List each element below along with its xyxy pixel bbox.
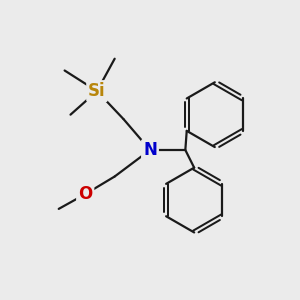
Text: O: O bbox=[78, 185, 92, 203]
Text: N: N bbox=[143, 141, 157, 159]
Text: Si: Si bbox=[88, 82, 106, 100]
